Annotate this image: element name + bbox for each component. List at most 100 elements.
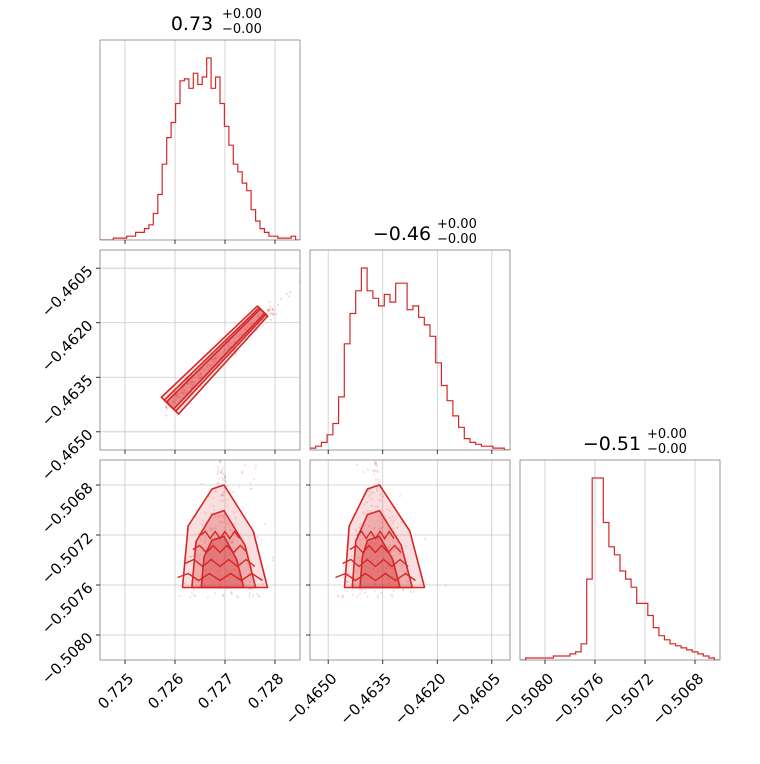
sample-point-1-0-17 <box>189 382 192 386</box>
sample-point-2-1-29 <box>352 593 355 596</box>
sample-point-2-1-83 <box>393 547 396 551</box>
xtick-label-2-3: −0.5068 <box>649 670 708 729</box>
sample-point-2-0-128 <box>212 505 215 508</box>
sample-point-1-0-110 <box>175 394 178 397</box>
sample-point-1-0-177 <box>262 325 265 328</box>
sample-point-2-1-5 <box>392 519 395 522</box>
sample-point-2-1-166 <box>370 542 373 545</box>
sample-point-2-1-40 <box>369 510 372 513</box>
sample-point-2-0-41 <box>218 521 222 524</box>
sample-point-2-0-106 <box>189 555 192 559</box>
sample-point-2-0-118 <box>196 554 199 557</box>
sample-point-2-0-192 <box>233 568 236 571</box>
sample-point-2-1-12 <box>392 549 395 552</box>
sample-point-2-1-0 <box>391 522 394 525</box>
xtick-label-0-3: 0.728 <box>244 670 287 713</box>
sample-point-2-1-47 <box>376 594 379 598</box>
sample-point-2-0-155 <box>254 464 257 467</box>
sample-point-2-0-110 <box>248 580 251 583</box>
sample-point-2-1-170 <box>374 478 377 481</box>
sample-point-2-0-47 <box>222 499 225 502</box>
sample-point-2-1-70 <box>377 596 380 599</box>
sample-point-2-0-52 <box>225 484 228 487</box>
sample-point-2-1-72 <box>363 577 366 580</box>
sample-point-2-0-154 <box>226 570 229 573</box>
sample-point-2-1-121 <box>359 522 362 526</box>
sample-point-1-0-205 <box>215 357 218 360</box>
sample-point-2-1-145 <box>391 515 394 518</box>
sample-point-2-0-80 <box>219 515 222 518</box>
title-minus-2: −0.00 <box>647 442 687 457</box>
sample-point-2-0-48 <box>178 594 181 597</box>
sample-point-1-0-1 <box>211 358 214 361</box>
sample-point-2-1-25 <box>388 566 391 569</box>
sample-point-1-0-144 <box>268 309 271 312</box>
sample-point-2-1-122 <box>373 528 376 531</box>
contours-1-0 <box>160 305 269 415</box>
sample-point-2-0-18 <box>210 528 213 531</box>
sample-point-2-1-116 <box>374 505 377 508</box>
sample-point-1-0-87 <box>276 303 280 306</box>
sample-point-2-1-180 <box>379 566 382 569</box>
sample-point-2-1-182 <box>382 513 385 516</box>
sample-point-1-0-38 <box>171 402 174 405</box>
sample-point-2-1-21 <box>366 468 369 471</box>
sample-point-2-1-36 <box>378 527 381 530</box>
ytick-label-2-0: −0.5080 <box>38 629 97 688</box>
sample-point-2-0-113 <box>215 559 218 562</box>
sample-point-2-1-7 <box>364 565 368 568</box>
sample-point-2-1-19 <box>372 491 375 494</box>
sample-point-2-0-83 <box>219 574 222 577</box>
sample-point-2-1-127 <box>368 494 371 497</box>
sample-point-1-0-78 <box>285 293 289 296</box>
sample-point-2-1-75 <box>378 498 381 501</box>
sample-point-2-0-60 <box>206 596 209 599</box>
sample-point-2-1-81 <box>376 560 379 563</box>
xtick-label-1-0: −0.4650 <box>282 670 341 729</box>
sample-point-1-0-131 <box>192 380 195 383</box>
sample-point-2-0-194 <box>226 523 229 526</box>
sample-point-1-0-105 <box>207 363 210 367</box>
panel-frame-2-2 <box>519 459 721 661</box>
sample-point-2-1-45 <box>378 515 382 518</box>
sample-point-1-0-202 <box>216 367 219 370</box>
sample-point-1-0-176 <box>186 382 189 385</box>
sample-point-1-0-118 <box>268 308 271 311</box>
sample-point-1-0-34 <box>232 342 235 345</box>
xtick-label-1-1: −0.4635 <box>336 670 395 729</box>
sample-point-1-0-208 <box>237 335 240 338</box>
sample-point-1-0-93 <box>189 381 192 384</box>
sample-point-1-0-21 <box>187 382 190 385</box>
sample-point-2-0-103 <box>240 471 243 474</box>
panel-frame-1-0 <box>99 249 301 451</box>
sample-point-2-1-111 <box>380 527 383 530</box>
sample-point-1-0-16 <box>233 341 236 344</box>
panel-frame-2-0 <box>99 459 301 661</box>
sample-point-2-0-43 <box>250 487 253 490</box>
sample-point-1-0-186 <box>267 309 270 312</box>
sample-point-2-0-197 <box>250 588 253 591</box>
sample-point-2-0-94 <box>220 494 223 497</box>
sample-point-2-1-23 <box>377 519 380 522</box>
sample-point-1-0-73 <box>272 313 275 316</box>
sample-point-1-0-120 <box>199 373 202 376</box>
sample-point-2-0-35 <box>209 567 213 570</box>
sample-point-2-1-24 <box>356 595 359 598</box>
sample-point-2-1-33 <box>366 509 369 512</box>
sample-point-2-0-57 <box>234 535 237 538</box>
sample-point-2-1-97 <box>388 561 392 565</box>
sample-point-2-1-74 <box>373 542 376 545</box>
sample-point-2-0-65 <box>252 478 255 481</box>
sample-point-2-1-137 <box>342 594 345 597</box>
sample-point-2-0-67 <box>214 514 217 517</box>
sample-point-2-1-105 <box>423 537 426 541</box>
sample-point-2-1-198 <box>377 538 380 541</box>
sample-point-2-0-45 <box>219 471 222 474</box>
sample-point-1-0-90 <box>176 393 179 396</box>
sample-point-1-0-18 <box>228 341 231 344</box>
sample-point-2-0-172 <box>223 517 226 520</box>
sample-point-2-0-75 <box>230 541 233 544</box>
sample-point-1-0-104 <box>171 400 174 403</box>
sample-point-2-0-127 <box>222 559 225 562</box>
sample-point-1-0-125 <box>197 374 200 377</box>
